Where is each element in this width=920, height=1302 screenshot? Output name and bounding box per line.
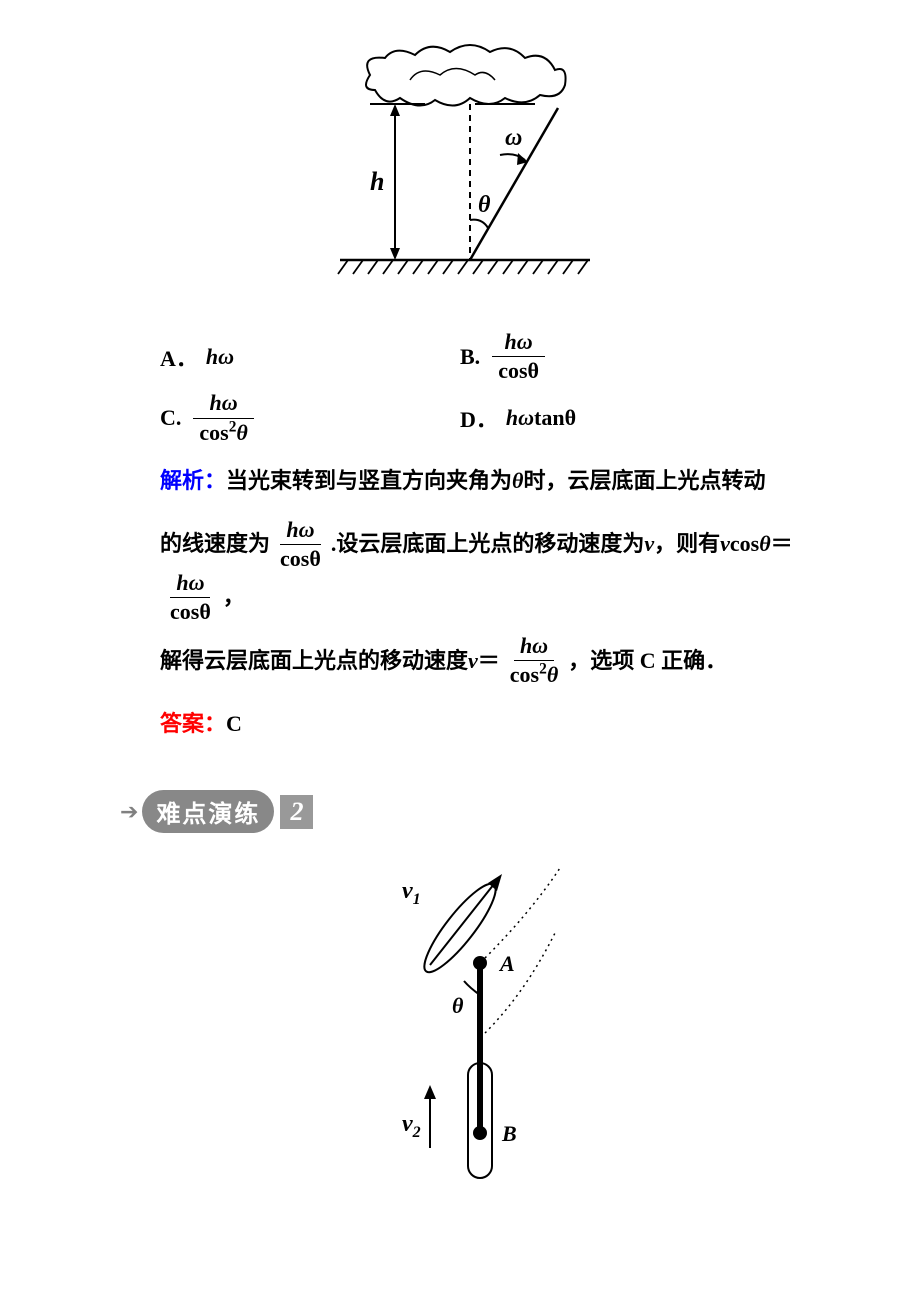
analysis-block: 解析： 当光束转到与竖直方向夹角为 θ 时，云层底面上光点转动 的线速度为 hω…	[60, 455, 860, 751]
options-row-2: C. hω cos2θ D． hωtanθ	[60, 391, 860, 444]
theta-label-2: θ	[452, 993, 464, 1018]
option-b-label: B.	[460, 344, 480, 370]
analysis-theta-1: θ	[512, 455, 523, 508]
analysis-text-3a: 解得云层底面上光点的移动速度	[160, 635, 468, 688]
figure-2-svg: v1 A θ B v2	[330, 853, 590, 1193]
analysis-frac-1: hω cosθ	[274, 518, 327, 571]
section-title: 难点演练	[156, 794, 260, 829]
option-b-fraction: hω cosθ	[492, 330, 545, 383]
option-c-den: cos2θ	[193, 419, 253, 445]
option-d-expr-prefix: hω	[506, 405, 534, 431]
v1-line	[430, 879, 498, 965]
option-d-label: D．	[460, 402, 498, 434]
analysis-line-3: 解得云层底面上光点的移动速度 v ＝ hω cos2θ ，选项 C 正确．	[160, 634, 800, 687]
section-title-pill: 难点演练	[142, 790, 274, 833]
analysis-text-2b: .设云层底面上光点的移动速度为	[331, 518, 645, 571]
analysis-line-1: 解析： 当光束转到与竖直方向夹角为 θ 时，云层底面上光点转动	[160, 455, 800, 508]
analysis-frac-3: hω cos2θ	[504, 634, 564, 687]
section-number: 2	[280, 795, 313, 829]
option-c-fraction: hω cos2θ	[193, 391, 253, 444]
theta-label: θ	[478, 192, 491, 218]
analysis-v-1: v	[644, 518, 654, 571]
option-b-den: cosθ	[492, 357, 545, 383]
cloud-inner	[410, 69, 495, 81]
analysis-frac-3-den: cos2θ	[504, 661, 564, 687]
analysis-text-1a: 当光束转到与竖直方向夹角为	[226, 455, 512, 508]
h-label: h	[370, 167, 384, 196]
arrow-right-icon: ➔	[120, 799, 138, 825]
v2-arrowhead	[424, 1085, 436, 1099]
analysis-text-2c: ，则有	[654, 518, 720, 571]
point-a	[473, 956, 487, 970]
cloud-outline	[366, 45, 566, 106]
option-d: D． hωtanθ	[460, 402, 760, 434]
option-a-label: A．	[160, 341, 198, 373]
answer-line: 答案： C	[160, 698, 800, 751]
v2-label: v2	[402, 1111, 421, 1141]
omega-label: ω	[505, 125, 522, 151]
figure-1-container: h ω θ	[60, 40, 860, 300]
label-a: A	[498, 951, 515, 976]
h-arrow-bottom	[390, 248, 400, 260]
point-b	[473, 1126, 487, 1140]
option-c: C. hω cos2θ	[160, 391, 460, 444]
figure-2-container: v1 A θ B v2	[60, 853, 860, 1193]
ground-hatching	[338, 260, 588, 274]
answer-value: C	[226, 698, 242, 751]
v1-label: v1	[402, 878, 421, 908]
option-b: B. hω cosθ	[460, 330, 760, 383]
figure-1-svg: h ω θ	[300, 40, 620, 300]
h-arrow-top	[390, 104, 400, 116]
option-a: A． hω	[160, 341, 460, 373]
option-c-num: hω	[193, 391, 253, 418]
analysis-line-2: 的线速度为 hω cosθ .设云层底面上光点的移动速度为 v ，则有 vcos…	[160, 518, 800, 625]
answer-label: 答案：	[160, 698, 226, 751]
option-a-expr: hω	[206, 344, 234, 370]
analysis-text-2a: 的线速度为	[160, 518, 270, 571]
section-badge: ➔ 难点演练 2	[120, 790, 860, 833]
label-b: B	[501, 1121, 517, 1146]
analysis-label: 解析：	[160, 455, 226, 508]
option-b-num: hω	[492, 330, 545, 357]
analysis-frac-2: hω cosθ	[164, 571, 217, 624]
theta-arc	[470, 220, 488, 228]
option-d-tan: tanθ	[534, 405, 576, 431]
options-row-1: A． hω B. hω cosθ	[60, 330, 860, 383]
dotted-path-lower	[485, 933, 555, 1033]
option-c-label: C.	[160, 405, 181, 431]
analysis-text-3b: ，选项 C 正确．	[568, 635, 727, 688]
analysis-text-1b: 时，云层底面上光点转动	[523, 455, 765, 508]
